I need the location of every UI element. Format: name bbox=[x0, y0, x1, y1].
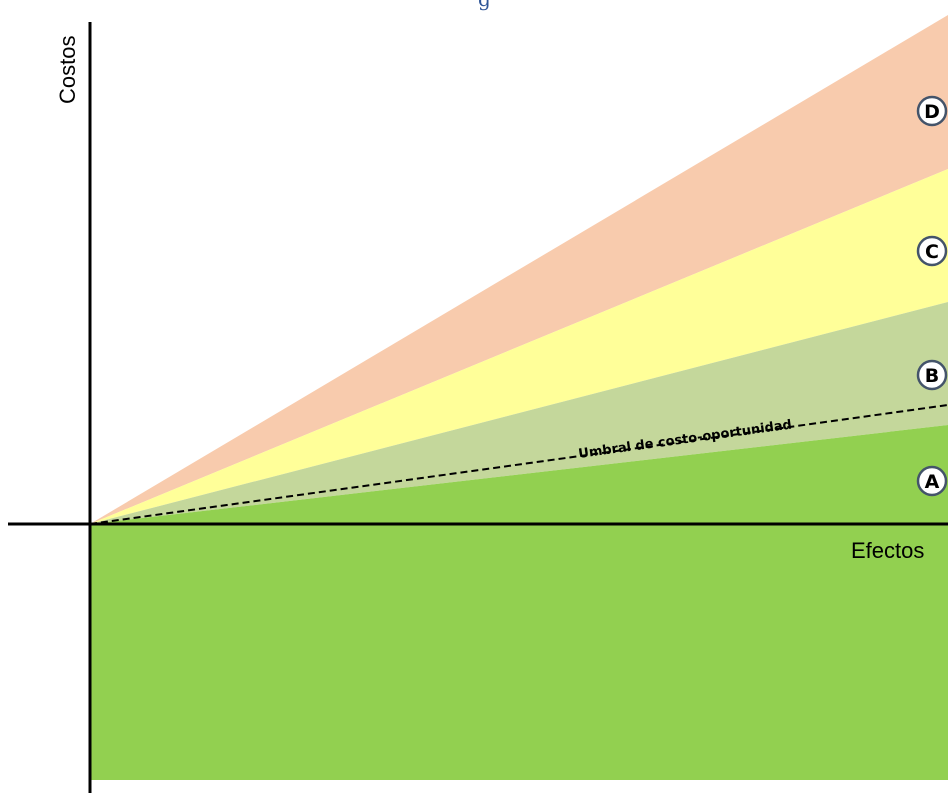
y-axis-label: Costos bbox=[55, 36, 80, 104]
badge-d: D bbox=[916, 95, 948, 127]
badge-d-label: D bbox=[924, 101, 940, 123]
header-title: g bbox=[478, 0, 491, 11]
badge-a-circle bbox=[916, 465, 948, 497]
x-axis-label: Efectos bbox=[851, 538, 924, 563]
zone-a-region bbox=[90, 425, 948, 524]
zone-a-lower-region bbox=[90, 524, 948, 780]
badge-b-label: B bbox=[925, 365, 939, 387]
badge-b: B bbox=[916, 359, 948, 391]
badge-c-label: C bbox=[925, 241, 939, 263]
zone-d-region bbox=[90, 15, 948, 524]
badge-b-circle bbox=[916, 359, 948, 391]
badge-c-circle bbox=[916, 235, 948, 267]
badge-a-label: A bbox=[925, 471, 940, 493]
zone-b-region bbox=[90, 302, 948, 524]
zone-c-region bbox=[90, 169, 948, 524]
threshold-line bbox=[89, 404, 948, 525]
badge-d-circle bbox=[916, 95, 948, 127]
badge-c: C bbox=[916, 235, 948, 267]
badge-a: A bbox=[916, 465, 948, 497]
